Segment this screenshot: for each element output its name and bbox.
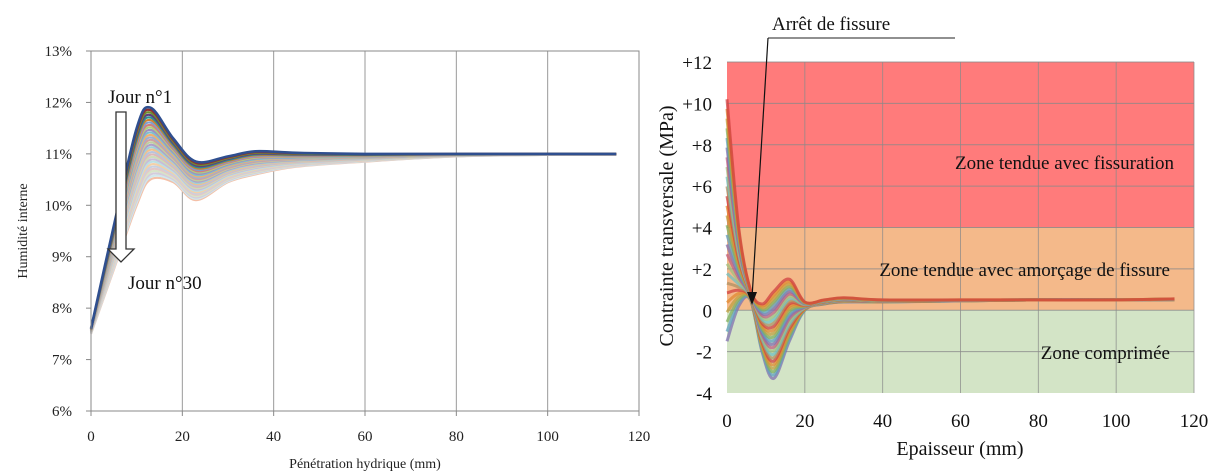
right-x-tick-label: 0 bbox=[722, 411, 732, 432]
left-y-tick-label: 13% bbox=[45, 44, 73, 60]
right-x-tick-label: 20 bbox=[795, 411, 814, 432]
day-progress-arrow bbox=[106, 111, 136, 263]
right-gridlines bbox=[727, 61, 1195, 393]
right-y-tick-label: 0 bbox=[703, 301, 713, 322]
left-y-tick-label: 7% bbox=[52, 353, 72, 369]
left-y-tick-label: 6% bbox=[52, 404, 72, 420]
left-x-tick-label: 0 bbox=[87, 429, 95, 445]
left-gridlines bbox=[181, 51, 549, 411]
right-y-tick-label: -2 bbox=[696, 343, 712, 364]
right-y-tick-label: +12 bbox=[682, 53, 712, 74]
left-curves bbox=[89, 105, 617, 335]
right-y-tick-label: +4 bbox=[692, 219, 713, 240]
left-x-tick-label: 120 bbox=[628, 429, 651, 445]
right-y-tick-label: +8 bbox=[692, 136, 712, 157]
right-x-tick-label: 40 bbox=[873, 411, 892, 432]
right-x-tick-label: 100 bbox=[1102, 411, 1131, 432]
left-y-tick-label: 11% bbox=[45, 147, 72, 163]
left-y-tick-label: 9% bbox=[52, 250, 72, 266]
left-y-tick-label: 10% bbox=[45, 198, 73, 214]
left-x-tick-label: 60 bbox=[358, 429, 373, 445]
right-x-tick-label: 60 bbox=[951, 411, 970, 432]
right-chart: -4 -2 0 +2 +4 +6 +8 +10 +12 0 20 40 60 80 100 120 Zone… bbox=[656, 14, 1208, 460]
humidity-curve-day-30 bbox=[89, 153, 617, 335]
annotation-day-30: Jour n°30 bbox=[128, 273, 202, 294]
zone-label-comprimee: Zone comprimée bbox=[1041, 343, 1170, 364]
left-x-axis-label: Pénétration hydrique (mm) bbox=[289, 457, 441, 472]
zone-label-amorcage: Zone tendue avec amorçage de fissure bbox=[879, 260, 1170, 281]
annotation-crack-stop: Arrêt de fissure bbox=[772, 14, 890, 35]
right-y-tick-label: -4 bbox=[696, 384, 712, 405]
zone-label-fissuration: Zone tendue avec fissuration bbox=[955, 153, 1174, 174]
right-y-tick-label: +2 bbox=[692, 260, 712, 281]
left-x-tick-label: 80 bbox=[449, 429, 464, 445]
left-y-ticks: 6% 7% 8% 9% 10% 11% 12% 13% bbox=[45, 44, 91, 420]
humidity-curve-day-1 bbox=[89, 105, 617, 329]
left-chart: 6% 7% 8% 9% 10% 11% 12% 13% 0 20 40 60 80 100 120 Pén… bbox=[16, 44, 650, 472]
right-y-tick-label: +6 bbox=[692, 177, 712, 198]
right-x-tick-label: 80 bbox=[1029, 411, 1048, 432]
annotation-arrowhead bbox=[747, 292, 757, 305]
annotation-day-1: Jour n°1 bbox=[108, 87, 172, 108]
annotation-leader-line bbox=[751, 37, 769, 299]
right-x-ticks: 0 20 40 60 80 100 120 bbox=[722, 411, 1208, 432]
left-y-tick-label: 8% bbox=[52, 301, 72, 317]
stress-curve-1 bbox=[725, 99, 1175, 306]
left-y-axis-label: Humidité interne bbox=[16, 183, 31, 278]
left-x-ticks: 0 20 40 60 80 100 120 bbox=[87, 411, 650, 445]
right-y-axis-label: Contrainte transversale (MPa) bbox=[656, 105, 678, 346]
left-x-tick-label: 40 bbox=[266, 429, 281, 445]
left-x-tick-label: 100 bbox=[536, 429, 559, 445]
right-y-tick-label: +10 bbox=[682, 94, 712, 115]
right-x-tick-label: 120 bbox=[1180, 411, 1209, 432]
left-x-tick-label: 20 bbox=[175, 429, 190, 445]
left-y-tick-label: 12% bbox=[45, 95, 73, 111]
right-x-axis-label: Epaisseur (mm) bbox=[896, 438, 1023, 460]
right-y-ticks: -4 -2 0 +2 +4 +6 +8 +10 +12 bbox=[682, 53, 712, 405]
